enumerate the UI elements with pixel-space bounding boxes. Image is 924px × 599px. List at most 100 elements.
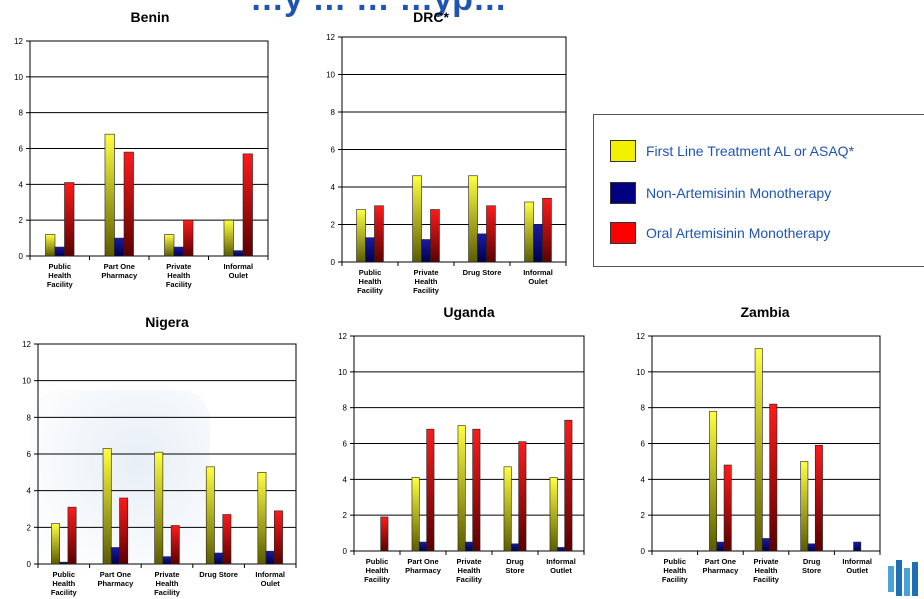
y-tick-label: 4 <box>19 180 24 189</box>
bar <box>123 151 134 257</box>
bar <box>205 466 215 565</box>
bar <box>183 219 194 257</box>
x-tick-label: Informal Outlet <box>842 557 872 575</box>
y-tick-label: 12 <box>22 340 31 349</box>
bar <box>723 464 732 552</box>
x-tick-label: Public Health Facility <box>357 268 384 295</box>
bar <box>468 175 478 263</box>
chart-uganda: Uganda 0 2 4 6 8 10 12 Public Health Facility Part … <box>338 304 585 584</box>
bar <box>709 410 718 552</box>
bar <box>814 444 823 552</box>
bar <box>214 552 224 565</box>
y-tick-label: 10 <box>326 71 335 80</box>
y-tick-label: 6 <box>331 146 336 155</box>
x-tick-label: Private Health Facility <box>456 557 483 584</box>
chart-title: Benin <box>131 9 170 25</box>
y-tick-label: 10 <box>22 377 31 386</box>
legend-item-non-artemisinin: Non-Artemisinin Monotherapy <box>610 182 831 204</box>
legend-item-first-line: First Line Treatment AL or ASAQ* <box>610 140 854 162</box>
bar <box>503 466 512 552</box>
bar <box>104 133 115 257</box>
y-tick-label: 8 <box>27 413 32 422</box>
y-tick-label: 8 <box>331 108 336 117</box>
bar <box>486 205 496 263</box>
bar <box>222 514 232 565</box>
x-tick-label: Drug Store <box>802 557 821 575</box>
y-tick-label: 6 <box>641 440 646 449</box>
y-tick-label: 6 <box>343 440 348 449</box>
x-tick-label: Part One Pharmacy <box>97 570 134 588</box>
bar <box>274 510 283 565</box>
bar <box>518 441 527 552</box>
bar <box>233 250 244 257</box>
bar <box>477 233 487 263</box>
y-tick-label: 12 <box>338 332 347 341</box>
bar <box>114 237 125 257</box>
bar <box>426 428 435 552</box>
slide-title: …y … … …yp… <box>250 0 507 19</box>
x-tick-label: Drug Store <box>463 268 502 277</box>
bar <box>54 246 65 257</box>
bar <box>45 234 56 257</box>
chart-title: Zambia <box>740 304 789 320</box>
y-tick-label: 10 <box>14 73 23 82</box>
y-tick-label: 2 <box>331 221 336 230</box>
bar <box>465 541 473 552</box>
legend: First Line Treatment AL or ASAQ* Non-Art… <box>593 114 924 267</box>
bar <box>380 516 389 552</box>
y-tick-label: 4 <box>331 183 336 192</box>
bar <box>716 541 725 552</box>
bar <box>807 543 816 552</box>
y-tick-label: 10 <box>636 368 645 377</box>
bar <box>762 538 770 552</box>
legend-label-non-artemisinin: Non-Artemisinin Monotherapy <box>646 185 832 201</box>
bar <box>257 472 267 565</box>
y-tick-label: 0 <box>27 560 32 569</box>
bar <box>411 477 420 552</box>
bar <box>769 403 778 552</box>
legend-swatch-first-line <box>610 140 636 162</box>
x-tick-label: Informal Outlet <box>546 557 576 575</box>
x-tick-label: Private Health Facility <box>166 262 193 289</box>
x-tick-label: Part One Pharmacy <box>405 557 442 575</box>
x-tick-label: Public Health Facility <box>662 557 689 584</box>
legend-item-oral-artemisinin: Oral Artemisinin Monotherapy <box>610 222 830 244</box>
x-tick-label: Drug Store <box>505 557 524 575</box>
y-tick-label: 0 <box>19 252 24 261</box>
x-tick-label: Informal Oulet <box>523 268 553 286</box>
bar <box>421 239 431 263</box>
bar <box>412 175 422 263</box>
x-tick-label: Private Health Facility <box>154 570 181 597</box>
y-tick-label: 8 <box>641 404 646 413</box>
bar <box>242 153 253 257</box>
bar <box>59 561 69 565</box>
bar <box>800 461 809 552</box>
x-tick-label: Drug Store <box>199 570 238 579</box>
chart-title: Nigera <box>145 314 189 330</box>
y-tick-label: 4 <box>343 475 348 484</box>
y-tick-label: 8 <box>19 109 24 118</box>
bar <box>119 497 129 565</box>
bar <box>542 197 552 263</box>
bar <box>164 234 175 257</box>
legend-swatch-non-artemisinin <box>610 182 636 204</box>
x-tick-label: Informal Oulet <box>255 570 285 588</box>
y-tick-label: 0 <box>343 547 348 556</box>
x-tick-label: Public Health Facility <box>364 557 391 584</box>
y-tick-label: 10 <box>338 368 347 377</box>
bar <box>173 246 184 257</box>
bar <box>154 451 164 565</box>
chart-benin: Benin 0 2 4 6 8 10 12 Public Health Facility Part O… <box>14 9 269 289</box>
x-tick-label: Public Health Facility <box>47 262 74 289</box>
bar <box>265 550 275 565</box>
bar <box>419 541 427 552</box>
logo-icon <box>888 560 918 596</box>
y-tick-label: 6 <box>19 145 24 154</box>
y-tick-label: 4 <box>27 487 32 496</box>
bar <box>457 425 466 552</box>
bar <box>51 523 60 565</box>
bar <box>365 237 375 263</box>
bar <box>223 219 234 257</box>
bar <box>102 448 112 565</box>
